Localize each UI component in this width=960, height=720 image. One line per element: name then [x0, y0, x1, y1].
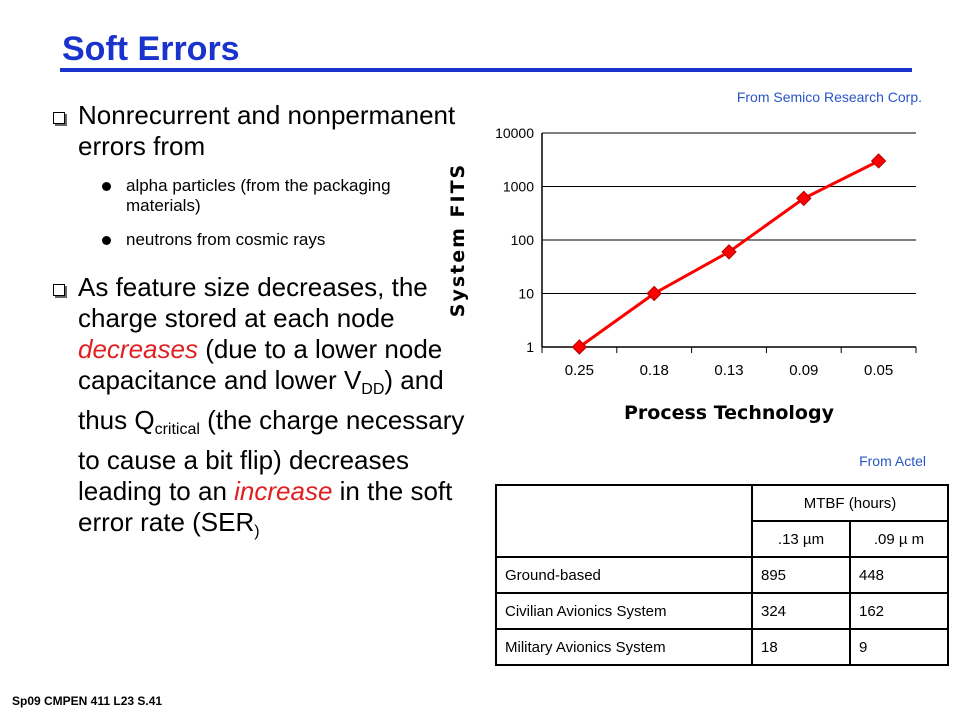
bullet-2-text: As feature size decreases, the charge st… — [78, 272, 465, 540]
y-tick-label: 10000 — [495, 125, 534, 141]
table-subheader-row: .13 µm .09 µ m — [496, 520, 949, 558]
slide-footer: Sp09 CMPEN 411 L23 S.41 — [12, 694, 163, 708]
x-tick-label: 0.13 — [714, 362, 743, 379]
bullet-1-text: Nonrecurrent and nonpermanent errors fro… — [78, 100, 456, 161]
table-row: Civilian Avionics System 324 162 — [495, 592, 949, 630]
table-header-row: MTBF (hours) — [495, 484, 949, 558]
x-tick-label: 0.05 — [864, 362, 893, 379]
data-point — [796, 190, 812, 207]
sub-bullet-1-text: alpha particles (from the packaging mate… — [126, 176, 391, 215]
table-row: Military Avionics System 18 9 — [495, 628, 949, 666]
table-row: Ground-based 895 448 — [495, 556, 949, 594]
subheader-009: .09 µ m — [849, 520, 949, 558]
subheader-013: .13 µm — [751, 520, 851, 558]
data-point — [721, 244, 737, 260]
chart-source: From Semico Research Corp. — [736, 89, 922, 105]
y-tick-label: 1000 — [503, 179, 534, 195]
square-bullet-icon — [53, 284, 65, 296]
bullet-list: Nonrecurrent and nonpermanent errors fro… — [48, 100, 468, 547]
dot-bullet-icon — [102, 182, 111, 191]
sub-bullet-2: neutrons from cosmic rays — [48, 230, 468, 250]
mtbf-header: MTBF (hours) — [751, 484, 949, 522]
x-tick-label: 0.18 — [640, 362, 669, 379]
bullet-1: Nonrecurrent and nonpermanent errors fro… — [48, 100, 468, 162]
y-axis-title: System FITS — [447, 163, 469, 317]
bullet-2: As feature size decreases, the charge st… — [48, 272, 468, 547]
title-underline — [60, 68, 912, 72]
table-source: From Actel — [859, 453, 926, 469]
sub-bullet-2-text: neutrons from cosmic rays — [126, 230, 326, 249]
x-tick-label: 0.09 — [789, 362, 818, 379]
data-point — [571, 339, 588, 355]
x-axis-title: Process Technology — [624, 402, 835, 424]
y-tick-label: 1 — [526, 339, 534, 355]
sub-bullet-1: alpha particles (from the packaging mate… — [48, 176, 468, 216]
table-corner-cell — [495, 484, 753, 558]
square-bullet-icon — [53, 112, 65, 124]
data-point — [646, 285, 662, 302]
dot-bullet-icon — [102, 236, 111, 245]
system-fits-chart: 1 10 100 1000 10000 0.25 0.18 0.13 0.09 0.05 Proce… — [447, 125, 917, 424]
slide-title: Soft Errors — [62, 30, 240, 68]
y-tick-label: 100 — [511, 232, 535, 248]
x-tick-label: 0.25 — [565, 362, 594, 379]
mtbf-table: MTBF (hours) .13 µm .09 µ m Ground-based… — [495, 484, 949, 666]
y-tick-label: 10 — [518, 286, 534, 302]
data-point — [870, 153, 887, 169]
